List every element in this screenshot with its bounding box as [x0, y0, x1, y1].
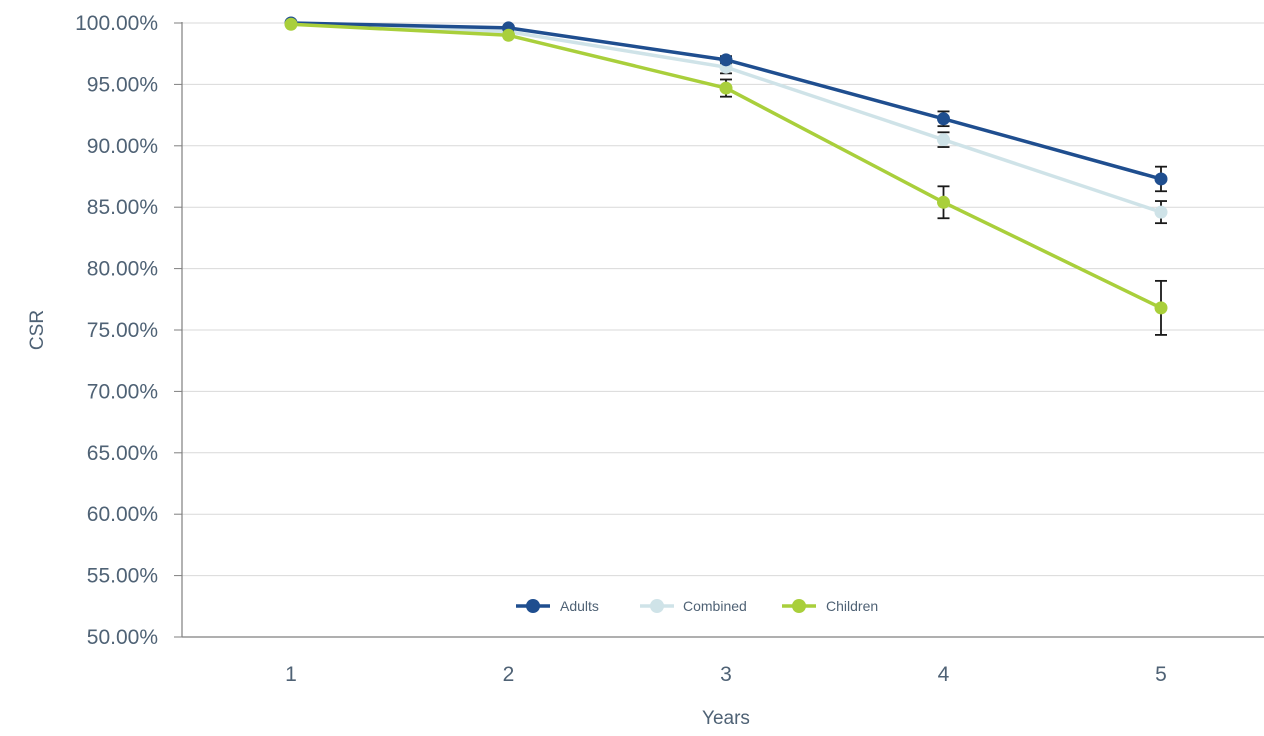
y-tick-label: 70.00%	[87, 380, 158, 403]
y-tick-label: 95.00%	[87, 73, 158, 96]
axes	[174, 22, 1264, 638]
x-tick-label: 3	[720, 663, 732, 686]
x-tick-label: 5	[1155, 663, 1167, 686]
data-point-adults	[1154, 172, 1168, 186]
y-tick-label: 85.00%	[87, 196, 158, 219]
y-axis-title: CSR	[27, 310, 48, 350]
data-point-children	[937, 195, 950, 209]
data-point-combined	[1154, 205, 1168, 219]
x-tick-label: 1	[285, 663, 297, 686]
legend-swatch-marker-children	[792, 599, 806, 613]
y-tick-label: 65.00%	[87, 442, 158, 465]
legend-label-adults: Adults	[560, 598, 599, 614]
y-tick-label: 55.00%	[87, 565, 158, 588]
data-points	[284, 16, 1168, 315]
x-tick-labels: 1 2 3 4 5	[285, 663, 1167, 686]
x-tick-label: 4	[938, 663, 950, 686]
series-line-adults	[290, 21, 1162, 181]
legend-swatch-marker-adults	[526, 599, 540, 613]
y-tick-label: 60.00%	[87, 503, 158, 526]
x-axis-title: Years	[702, 708, 750, 729]
y-tick-labels: 50.00% 55.00% 60.00% 65.00% 70.00% 75.00% 80.0…	[75, 12, 158, 649]
x-tick-label: 2	[503, 663, 515, 686]
data-point-adults	[719, 53, 733, 67]
y-tick-label: 75.00%	[87, 319, 158, 342]
legend-swatch-marker-combined	[650, 599, 664, 613]
data-point-combined	[937, 133, 950, 147]
y-tick-label: 80.00%	[87, 258, 158, 281]
series-line-combined	[290, 21, 1162, 214]
data-point-children	[719, 81, 733, 95]
legend-label-combined: Combined	[683, 598, 747, 614]
data-point-children	[502, 28, 515, 42]
error-bars	[720, 55, 1167, 336]
y-tick-label: 90.00%	[87, 135, 158, 158]
data-point-children	[1154, 301, 1168, 315]
legend-label-children: Children	[826, 598, 878, 614]
y-tick-label: 100.00%	[75, 12, 158, 35]
y-tick-label: 50.00%	[87, 626, 158, 649]
gridlines	[182, 22, 1264, 577]
data-point-children	[284, 17, 298, 31]
data-point-adults	[937, 112, 950, 126]
legend: Adults Combined Children	[516, 598, 878, 614]
